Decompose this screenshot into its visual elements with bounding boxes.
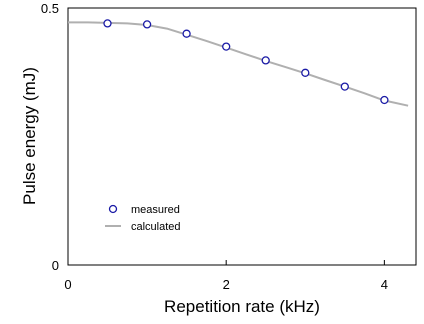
x-tick-label: 4 (381, 277, 388, 292)
legend: measured calculated (105, 204, 181, 233)
measured-point (340, 82, 349, 91)
measured-point (182, 29, 191, 38)
tick-labels: 0 2 4 0 0.5 (41, 1, 388, 292)
series-layer (68, 19, 409, 107)
legend-marker-measured (108, 204, 118, 214)
plot-frame (67, 7, 417, 266)
x-tick-label: 0 (64, 277, 71, 292)
y-tick-label: 0.5 (41, 1, 59, 16)
measured-point (380, 95, 389, 105)
measured-point (261, 56, 270, 65)
ticks (67, 7, 385, 266)
measured-point (301, 68, 310, 77)
y-axis-title: Pulse energy (mJ) (20, 67, 39, 205)
measured-point (222, 42, 231, 51)
y-tick-label: 0 (52, 258, 59, 273)
legend-label-measured: measured (131, 204, 180, 216)
measured-point (103, 19, 112, 28)
x-tick-label: 2 (223, 277, 230, 292)
x-axis-title: Repetition rate (kHz) (164, 297, 320, 316)
measured-point (142, 20, 152, 29)
legend-label-calculated: calculated (131, 221, 181, 233)
